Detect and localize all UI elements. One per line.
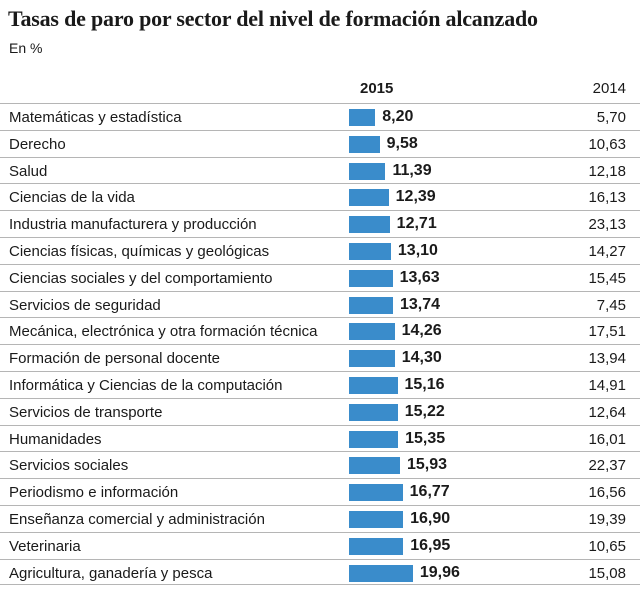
value-2014: 22,37 (588, 457, 626, 475)
value-2015: 14,30 (401, 349, 442, 367)
category-label: Enseñanza comercial y administración (9, 510, 265, 528)
category-label: Derecho (9, 135, 66, 153)
bar-2015 (349, 109, 376, 126)
value-2014: 16,13 (588, 189, 626, 207)
category-label: Ciencias de la vida (9, 189, 135, 207)
bar-2015 (349, 242, 391, 260)
value-2015: 12,39 (395, 188, 436, 206)
bar-2015 (349, 269, 393, 287)
category-label: Servicios sociales (9, 457, 129, 475)
category-label: Servicios de seguridad (9, 296, 161, 314)
value-2014: 12,18 (588, 162, 626, 180)
category-label: Ciencias físicas, químicas y geológicas (9, 242, 270, 260)
category-label: Formación de personal docente (9, 350, 220, 368)
value-2014: 16,56 (588, 484, 626, 502)
table-row: Ciencias sociales y del comportamiento 13… (0, 263, 640, 291)
category-label: Industria manufacturera y producción (9, 216, 257, 234)
bar-2015 (349, 430, 399, 448)
value-2014: 23,13 (588, 216, 626, 234)
value-2014: 15,45 (588, 269, 626, 287)
chart-title: Tasas de paro por sector del nivel de fo… (8, 6, 538, 31)
category-label: Humanidades (9, 430, 102, 448)
bar-2015 (349, 162, 386, 180)
value-2014: 17,51 (588, 323, 626, 341)
value-2014: 19,39 (588, 510, 626, 528)
value-2014: 10,65 (588, 537, 626, 555)
value-2015: 19,96 (419, 563, 460, 581)
value-2015: 13,74 (399, 295, 440, 313)
table-row: Servicios de transporte 15,22 12,64 (0, 397, 640, 425)
bar-2015 (349, 323, 395, 341)
table-row: Veterinaria 16,95 10,65 (0, 531, 640, 559)
table-row: Formación de personal docente 14,30 13,94 (0, 344, 640, 371)
table-row: Servicios sociales 15,93 22,37 (0, 451, 640, 478)
table-row: Humanidades 15,35 16,01 (0, 424, 640, 452)
bar-2015 (349, 537, 404, 555)
bar-2015 (349, 564, 413, 582)
table-row: Agricultura, ganadería y pesca 19,96 15,08 (0, 558, 640, 586)
bar-2015 (349, 135, 380, 153)
category-label: Veterinaria (9, 537, 81, 555)
category-label: Matemáticas y estadística (9, 109, 182, 126)
table-row: Mecánica, electrónica y otra formación t… (0, 317, 640, 344)
value-2015: 13,63 (399, 268, 440, 286)
value-2014: 7,45 (596, 296, 626, 314)
value-2015: 11,39 (392, 161, 432, 179)
value-2015: 15,16 (404, 375, 445, 393)
table-row: Periodismo e información 16,77 16,56 (0, 478, 640, 505)
value-2015: 9,58 (386, 134, 418, 152)
value-2014: 12,64 (588, 403, 626, 421)
value-2014: 13,94 (588, 350, 626, 368)
column-header-2014: 2014 (592, 80, 626, 97)
category-label: Mecánica, electrónica y otra formación t… (9, 323, 318, 341)
bar-2015 (349, 189, 389, 207)
value-2015: 8,20 (382, 108, 414, 125)
value-2015: 13,10 (397, 241, 438, 259)
table-row: Salud 11,39 12,18 (0, 156, 640, 184)
chart-rows: Matemáticas y estadística 8,20 5,70 Derecho… (0, 103, 640, 586)
value-2015: 15,22 (404, 402, 445, 420)
value-2015: 15,35 (405, 429, 446, 447)
category-label: Ciencias sociales y del comportamiento (9, 269, 273, 287)
value-2015: 16,90 (410, 509, 451, 527)
bar-2015 (349, 216, 390, 234)
value-2014: 14,91 (588, 376, 626, 394)
chart-subtitle: En % (9, 40, 43, 56)
value-2014: 15,08 (588, 564, 626, 582)
value-2014: 10,63 (588, 135, 626, 153)
table-row: Servicios de seguridad 13,74 7,45 (0, 290, 640, 318)
bar-2015 (349, 457, 400, 475)
value-2015: 14,26 (401, 322, 442, 340)
table-row: Enseñanza comercial y administración 16,9… (0, 504, 640, 532)
value-2014: 5,70 (596, 109, 626, 126)
bar-2015 (349, 510, 404, 528)
column-header-2015: 2015 (360, 80, 394, 97)
category-label: Servicios de transporte (9, 403, 163, 421)
category-label: Salud (9, 162, 48, 180)
value-2014: 14,27 (588, 242, 626, 260)
table-row: Industria manufacturera y producción 12,7… (0, 210, 640, 237)
table-row: Informática y Ciencias de la computación… (0, 370, 640, 398)
category-label: Informática y Ciencias de la computación (9, 376, 283, 394)
value-2014: 16,01 (588, 430, 626, 448)
value-2015: 15,93 (406, 456, 448, 474)
table-row: Ciencias físicas, químicas y geológicas 1… (0, 236, 640, 264)
bar-2015 (349, 403, 398, 421)
bar-2015 (349, 376, 398, 394)
category-label: Agricultura, ganadería y pesca (9, 564, 213, 582)
bar-2015 (349, 350, 395, 368)
value-2015: 12,71 (396, 215, 437, 233)
value-2015: 16,77 (409, 483, 450, 501)
table-row: Matemáticas y estadística 8,20 5,70 (0, 103, 640, 130)
category-label: Periodismo e información (9, 484, 179, 502)
table-row: Derecho 9,58 10,63 (0, 129, 640, 157)
bar-2015 (349, 484, 403, 502)
bar-2015 (349, 296, 393, 314)
table-row: Ciencias de la vida 12,39 16,13 (0, 183, 640, 210)
value-2015: 16,95 (410, 536, 451, 554)
